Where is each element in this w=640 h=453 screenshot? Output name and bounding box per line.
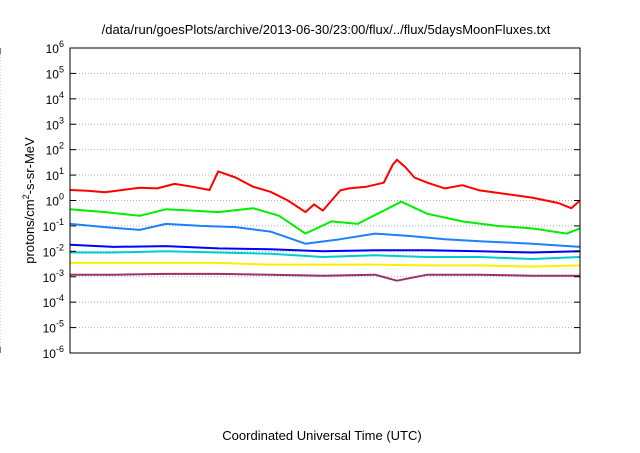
y-tick-exponent: 3 bbox=[59, 115, 64, 125]
y-tick-exponent: 5 bbox=[59, 64, 64, 74]
y-tick-base: 10 bbox=[46, 93, 60, 107]
y-tick-exponent: -6 bbox=[56, 344, 64, 354]
y-tick-base: 10 bbox=[46, 42, 60, 56]
y-tick-base: 10 bbox=[43, 347, 57, 361]
y-tick-exponent: 1 bbox=[59, 166, 64, 176]
y-tick-label: 102 bbox=[46, 141, 64, 158]
series-line-5 bbox=[70, 263, 580, 267]
y-tick-exponent: 2 bbox=[59, 141, 64, 151]
y-tick-label: 10-6 bbox=[43, 344, 64, 361]
y-tick-base: 10 bbox=[43, 271, 57, 285]
y-tick-base: 10 bbox=[43, 296, 57, 310]
y-tick-base: 10 bbox=[46, 169, 60, 183]
y-tick-base: 10 bbox=[43, 245, 57, 259]
y-tick-label: 103 bbox=[46, 115, 64, 132]
y-tick-label: 104 bbox=[46, 90, 64, 107]
y-tick-exponent: -1 bbox=[56, 217, 64, 227]
y-axis-label-text: protons/cm2-s-sr-MeV bbox=[21, 137, 37, 264]
y-tick-exponent: 0 bbox=[59, 192, 64, 202]
series-line-0 bbox=[70, 160, 580, 212]
y-tick-exponent: 4 bbox=[59, 90, 64, 100]
y-tick-label: 106 bbox=[46, 39, 64, 56]
y-tick-base: 10 bbox=[43, 322, 57, 336]
y-tick-label: 10-5 bbox=[43, 319, 64, 336]
y-tick-exponent: -2 bbox=[56, 242, 64, 252]
y-tick-base: 10 bbox=[46, 144, 60, 158]
y-axis-label: protons/cm2-s-sr-MeV bbox=[21, 137, 37, 264]
x-axis-label: Coordinated Universal Time (UTC) bbox=[222, 428, 421, 443]
y-tick-base: 10 bbox=[43, 220, 57, 234]
y-tick-label: 10-3 bbox=[43, 268, 64, 285]
grid bbox=[0, 48, 580, 353]
y-tick-exponent: -5 bbox=[56, 319, 64, 329]
y-tick-label: 10-1 bbox=[43, 217, 64, 234]
y-tick-label: 105 bbox=[46, 64, 64, 81]
y-tick-base: 10 bbox=[46, 118, 60, 132]
chart-title: /data/run/goesPlots/archive/2013-06-30/2… bbox=[102, 22, 551, 37]
y-tick-label: 100 bbox=[46, 192, 64, 209]
y-tick-exponent: -3 bbox=[56, 268, 64, 278]
y-tick-base: 10 bbox=[46, 67, 60, 81]
series-layer bbox=[70, 160, 580, 281]
y-tick-label: 10-2 bbox=[43, 242, 64, 259]
y-tick-label: 101 bbox=[46, 166, 64, 183]
y-tick-label: 10-4 bbox=[43, 293, 64, 310]
y-tick-exponent: 6 bbox=[59, 39, 64, 49]
y-tick-exponent: -4 bbox=[56, 293, 64, 303]
y-tick-base: 10 bbox=[46, 195, 60, 209]
series-line-6 bbox=[70, 274, 580, 281]
